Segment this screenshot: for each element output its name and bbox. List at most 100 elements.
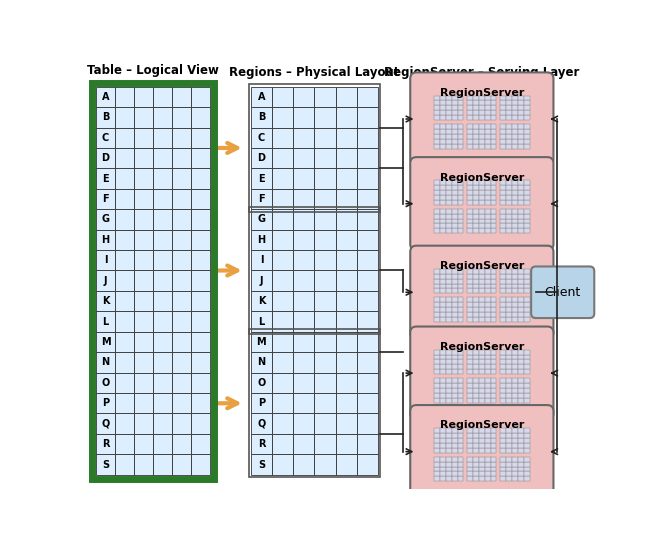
Bar	[479, 467, 485, 472]
Bar	[518, 360, 524, 365]
Bar	[518, 317, 524, 322]
Bar	[452, 472, 458, 477]
Bar	[473, 472, 479, 477]
Bar	[293, 332, 314, 352]
Bar	[500, 115, 506, 120]
Bar	[153, 455, 172, 475]
Bar	[490, 110, 496, 115]
Bar	[490, 124, 496, 129]
Bar	[115, 291, 134, 311]
Bar	[490, 467, 496, 472]
Bar	[485, 369, 490, 374]
Bar	[251, 189, 272, 209]
Bar	[191, 169, 210, 189]
Bar	[467, 228, 473, 233]
Bar	[251, 107, 272, 127]
Bar	[479, 214, 485, 219]
Bar	[191, 250, 210, 271]
Bar	[473, 428, 479, 433]
Bar	[440, 438, 446, 443]
Bar	[458, 383, 464, 388]
Bar	[518, 369, 524, 374]
Bar	[153, 332, 172, 352]
Bar	[172, 311, 191, 332]
Bar	[512, 355, 518, 360]
Text: P: P	[102, 398, 109, 408]
Bar	[512, 428, 518, 433]
Bar	[467, 467, 473, 472]
Bar	[452, 129, 458, 134]
Bar	[272, 189, 293, 209]
Bar	[512, 365, 518, 369]
Bar	[96, 87, 115, 107]
Bar	[506, 219, 512, 223]
Bar	[440, 393, 446, 398]
Bar	[458, 190, 464, 195]
Bar	[446, 317, 452, 322]
Bar	[490, 115, 496, 120]
Bar	[512, 124, 518, 129]
Bar	[500, 443, 506, 448]
Bar	[336, 229, 357, 250]
Bar	[458, 350, 464, 355]
Bar	[357, 127, 378, 148]
Bar	[490, 350, 496, 355]
Bar	[446, 477, 452, 481]
Bar	[446, 472, 452, 477]
Bar	[440, 115, 446, 120]
Bar	[440, 105, 446, 110]
Bar	[500, 365, 506, 369]
Bar	[96, 127, 115, 148]
Bar	[490, 228, 496, 233]
Bar	[524, 144, 530, 149]
Bar	[172, 455, 191, 475]
Bar	[446, 129, 452, 134]
Bar	[115, 434, 134, 455]
Bar	[336, 332, 357, 352]
Bar	[479, 134, 485, 139]
Bar	[500, 219, 506, 223]
Bar	[458, 110, 464, 115]
Bar	[96, 291, 115, 311]
Bar	[434, 129, 440, 134]
Bar	[434, 378, 440, 383]
Bar	[485, 139, 490, 144]
Bar	[440, 144, 446, 149]
Bar	[473, 448, 479, 453]
Bar	[357, 413, 378, 434]
Bar	[251, 455, 272, 475]
Bar	[500, 438, 506, 443]
Bar	[434, 317, 440, 322]
Bar	[479, 110, 485, 115]
Bar	[191, 107, 210, 127]
Bar	[518, 457, 524, 462]
Bar	[524, 383, 530, 388]
Bar	[172, 250, 191, 271]
Bar	[357, 169, 378, 189]
Bar	[506, 388, 512, 393]
Bar	[479, 100, 485, 105]
Bar	[467, 378, 473, 383]
Bar	[506, 297, 512, 302]
Bar	[467, 288, 473, 293]
Bar	[479, 443, 485, 448]
Bar	[485, 302, 490, 307]
Bar	[479, 269, 485, 274]
Bar	[452, 284, 458, 288]
Bar	[452, 190, 458, 195]
Bar	[440, 302, 446, 307]
Bar	[490, 139, 496, 144]
Bar	[506, 144, 512, 149]
Text: H: H	[102, 235, 110, 245]
Bar	[524, 209, 530, 214]
Bar	[452, 100, 458, 105]
Bar	[440, 269, 446, 274]
Bar	[153, 148, 172, 169]
Bar	[490, 398, 496, 403]
Bar	[500, 472, 506, 477]
Bar	[490, 269, 496, 274]
Bar	[134, 332, 153, 352]
Bar	[467, 302, 473, 307]
Bar	[485, 307, 490, 312]
Bar	[134, 291, 153, 311]
